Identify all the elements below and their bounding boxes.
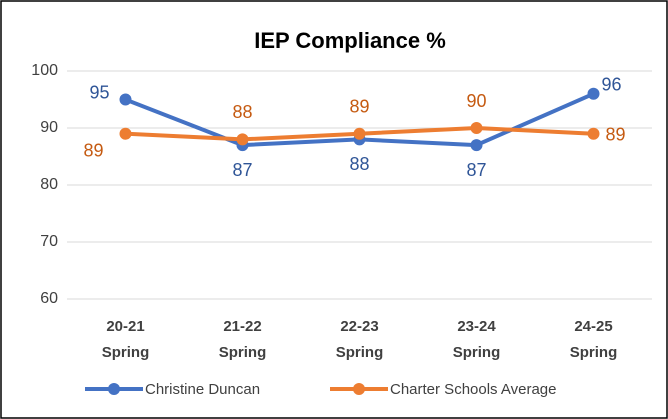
- data-label: 95: [89, 82, 109, 102]
- y-tick-label: 80: [40, 176, 58, 193]
- chart-title: IEP Compliance %: [254, 28, 446, 53]
- legend-label: Charter Schools Average: [390, 381, 557, 398]
- series-point: [470, 139, 483, 152]
- data-label: 87: [466, 160, 486, 180]
- series-point: [587, 87, 600, 100]
- series-point: [353, 127, 366, 140]
- series-point: [119, 93, 132, 106]
- legend-marker: [108, 383, 120, 395]
- series-point: [470, 122, 483, 134]
- legend-marker: [353, 383, 365, 395]
- series-point: [236, 133, 249, 146]
- series-point: [119, 127, 132, 140]
- x-tick-label: 20-21 Spring: [102, 318, 150, 361]
- data-label: 89: [83, 140, 103, 160]
- series-point: [587, 127, 600, 140]
- y-tick-label: 90: [40, 119, 58, 136]
- y-tick-label: 70: [40, 233, 58, 250]
- x-tick-label: 22-23 Spring: [336, 318, 384, 361]
- legend-label: Christine Duncan: [145, 381, 260, 398]
- y-tick-label: 100: [31, 62, 58, 79]
- x-tick-label: 21-22 Spring: [219, 318, 267, 361]
- data-label: 88: [349, 154, 369, 174]
- x-tick-label: 23-24 Spring: [453, 318, 501, 361]
- data-label: 96: [601, 75, 621, 95]
- data-label: 90: [466, 91, 486, 111]
- data-label: 87: [232, 160, 252, 180]
- data-label: 89: [605, 124, 625, 144]
- data-label: 89: [349, 96, 369, 116]
- data-label: 88: [232, 102, 252, 122]
- x-tick-label: 24-25 Spring: [570, 318, 618, 361]
- y-tick-label: 60: [40, 290, 58, 307]
